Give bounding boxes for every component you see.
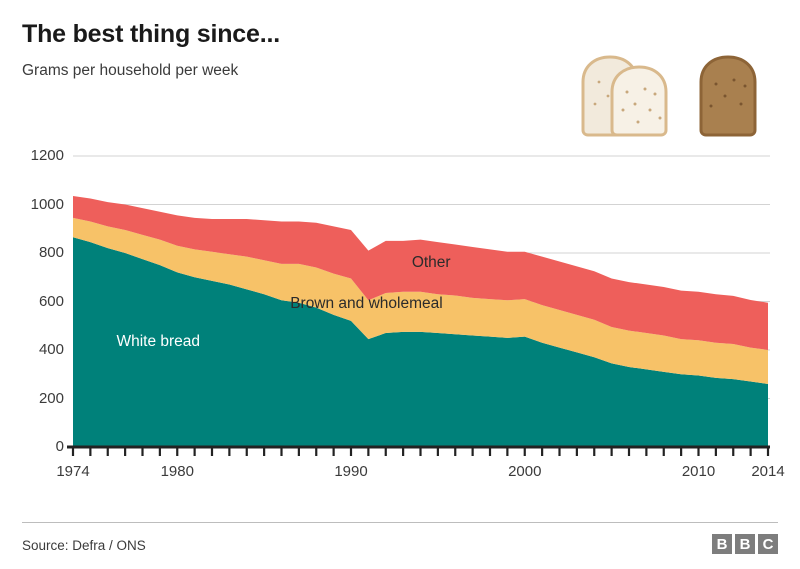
series-label-other: Other xyxy=(411,253,451,271)
area-series xyxy=(73,196,768,447)
area-white-bread xyxy=(73,237,768,447)
series-label-white-bread: White bread xyxy=(116,332,201,350)
y-axis-tick-1200: 1200 xyxy=(30,147,64,164)
x-axis-tick-1990: 1990 xyxy=(334,463,368,480)
area-brown-and-wholemeal xyxy=(73,217,768,384)
area-other xyxy=(73,196,768,350)
white-bread-slice-front xyxy=(610,65,668,137)
chart-subtitle: Grams per household per week xyxy=(22,62,239,79)
x-axis-tick-2000: 2000 xyxy=(508,463,542,480)
bbc-logo-letter-b2: B xyxy=(735,534,755,554)
x-axis-tick-2014: 2014 xyxy=(751,463,785,480)
source-note: Source: Defra / ONS xyxy=(22,538,146,553)
y-axis-tick-800: 800 xyxy=(38,244,64,261)
x-axis-ticks xyxy=(71,447,770,456)
bread-slices-illustration xyxy=(581,55,757,137)
x-axis-tick-1980: 1980 xyxy=(160,463,194,480)
x-axis-tick-2010: 2010 xyxy=(681,463,716,480)
brown-bread-slice xyxy=(699,55,757,137)
series-label-brown-and-wholemeal: Brown and wholemeal xyxy=(290,295,443,313)
y-axis-tick-400: 400 xyxy=(38,341,64,358)
bbc-logo: B B C xyxy=(712,534,778,554)
bbc-logo-letter-c: C xyxy=(758,534,778,554)
y-axis-tick-600: 600 xyxy=(38,292,64,310)
y-axis-tick-1000: 1000 xyxy=(30,195,64,213)
y-axis-tick-0: 0 xyxy=(55,438,64,455)
stacked-area-chart xyxy=(67,155,770,456)
bbc-logo-letter-b1: B xyxy=(712,534,732,554)
x-axis-tick-1974: 1974 xyxy=(56,463,90,480)
footer-divider xyxy=(22,522,778,523)
page-title: The best thing since... xyxy=(22,20,280,48)
y-axis-tick-200: 200 xyxy=(38,389,64,407)
